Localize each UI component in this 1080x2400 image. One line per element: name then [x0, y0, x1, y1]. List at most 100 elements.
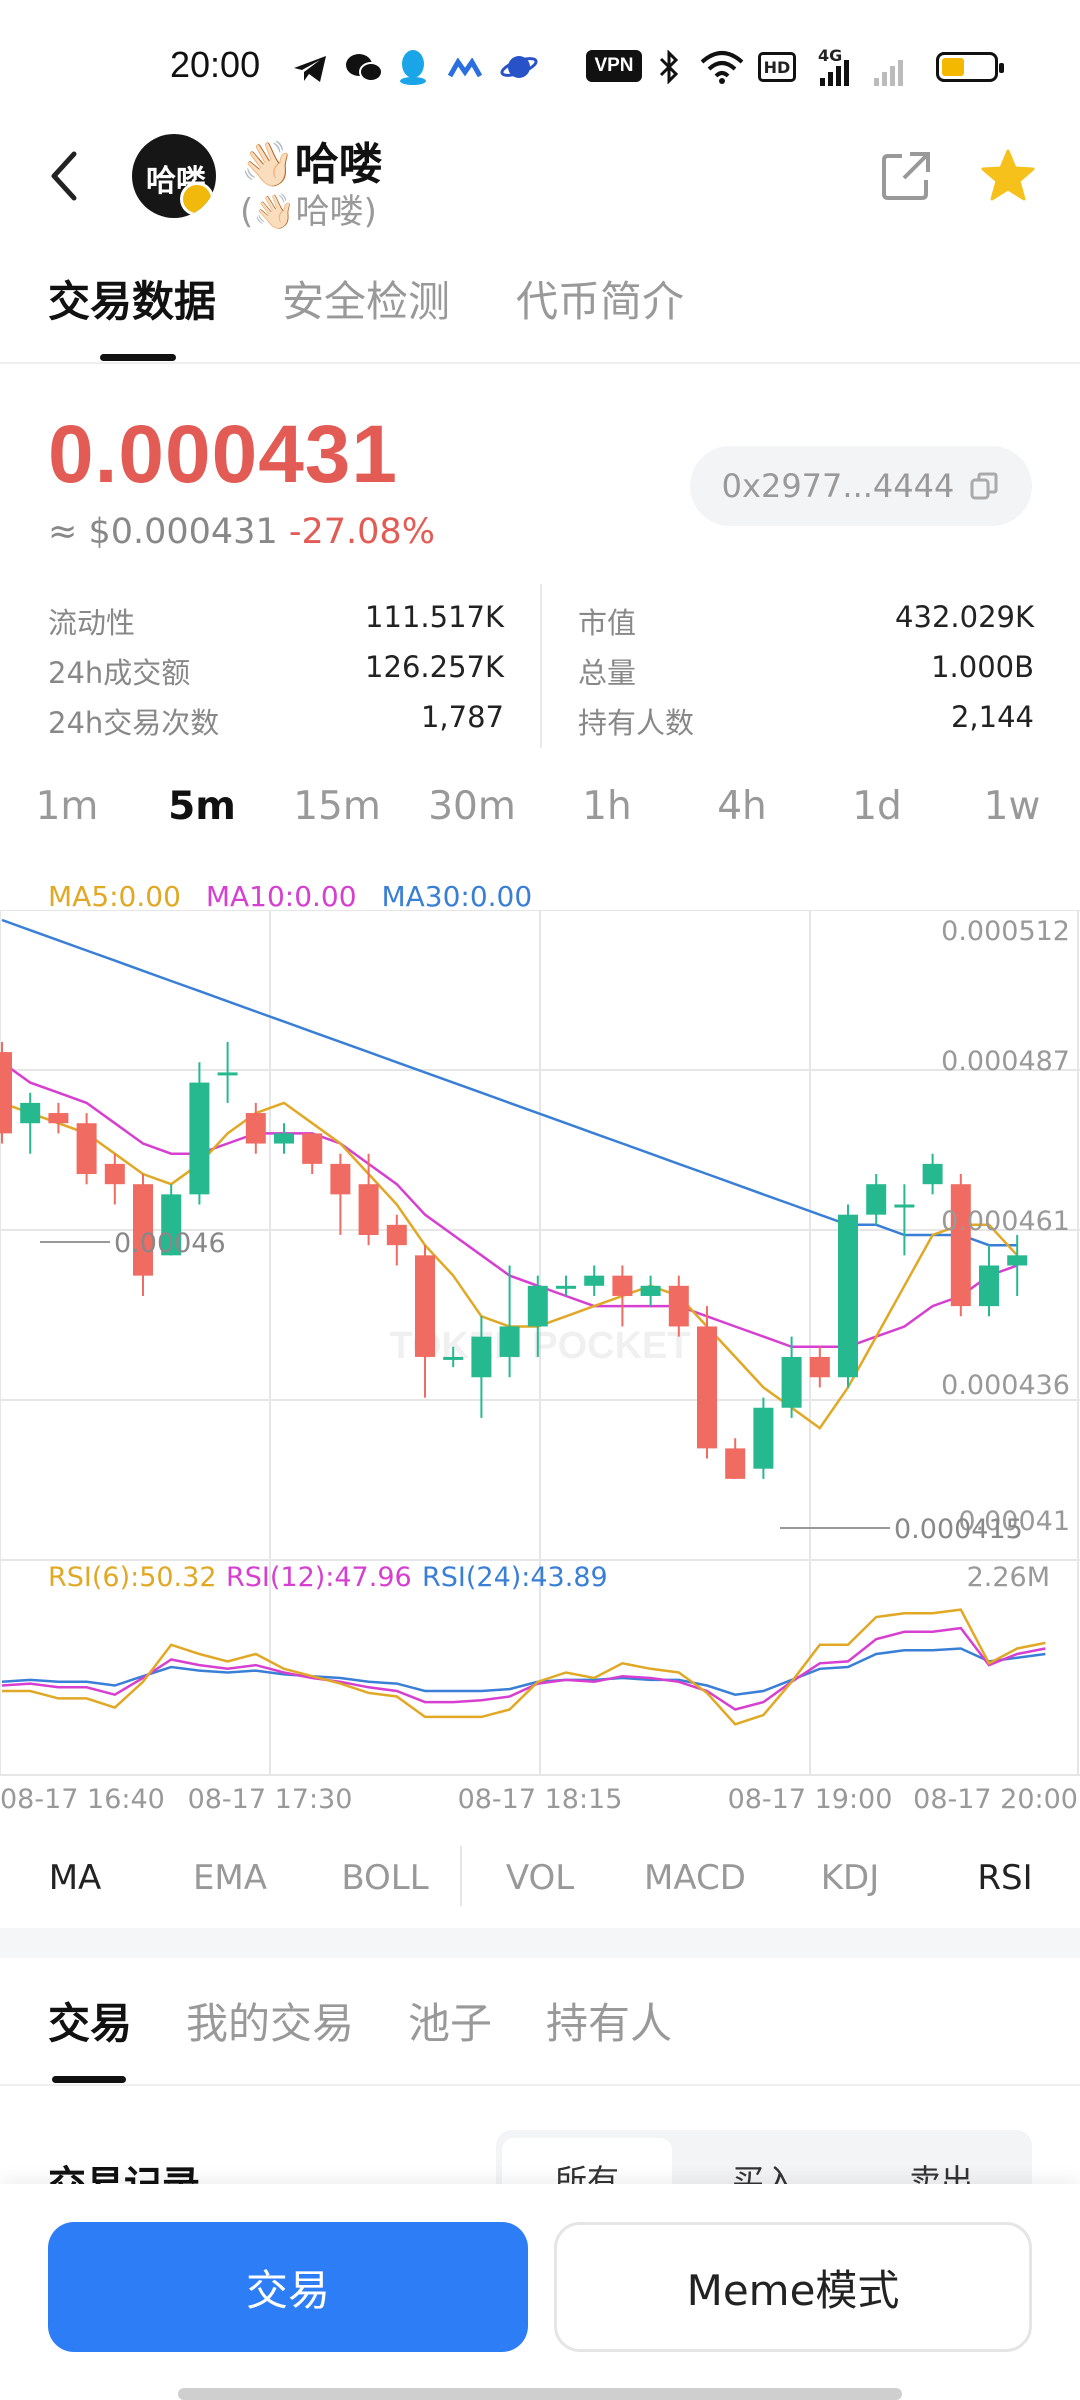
- y-tick-label: 0.000487: [941, 1046, 1070, 1077]
- indicator-boll[interactable]: BOLL: [341, 1858, 429, 1898]
- candle-body: [161, 1194, 182, 1256]
- candle-body: [950, 1184, 971, 1307]
- interval-30m[interactable]: 30m: [428, 784, 516, 829]
- indicator-vol[interactable]: VOL: [505, 1858, 575, 1898]
- x-tick-label: 08-17 17:30: [188, 1784, 353, 1810]
- price-usd-line: ≈ $0.000431 -27.08%: [48, 512, 435, 552]
- x-tick-label: 08-17 19:00: [728, 1784, 893, 1810]
- candle-body: [245, 1113, 266, 1144]
- token-title: 👋🏻哈喽: [240, 139, 383, 190]
- candle-body: [1007, 1255, 1028, 1266]
- rsi12-line: [1, 1626, 1046, 1711]
- rsi-max-label: 2.26M: [967, 1562, 1050, 1593]
- battery-icon: [936, 52, 1004, 82]
- candle-body: [781, 1356, 802, 1408]
- stat-label-market-cap: 市值: [578, 606, 637, 640]
- low-price-label: 0.000415: [894, 1514, 1023, 1545]
- candle-body: [894, 1204, 915, 1208]
- share-icon[interactable]: [880, 150, 932, 202]
- divider: [0, 2084, 1080, 2086]
- candle-body: [612, 1275, 633, 1296]
- back-arrow-icon[interactable]: [46, 148, 86, 204]
- right-price-label: 0.000436: [941, 1370, 1070, 1401]
- meme-mode-button[interactable]: Meme模式: [554, 2222, 1032, 2352]
- trade-button[interactable]: 交易: [48, 2222, 528, 2352]
- interval-1m[interactable]: 1m: [35, 784, 99, 829]
- indicator-ema[interactable]: EMA: [192, 1858, 268, 1898]
- price-chart[interactable]: TOKEN POCKET 0.000512 0.000487 0.000461 0.00…: [0, 910, 1080, 1810]
- candle-body: [189, 1082, 210, 1195]
- tab-trade-data[interactable]: 交易数据: [48, 277, 217, 326]
- candle-body: [584, 1275, 605, 1286]
- favorite-star-icon[interactable]: [980, 148, 1036, 204]
- stat-value-holders: 2,144: [950, 700, 1034, 734]
- indicator-macd[interactable]: MACD: [644, 1858, 746, 1898]
- rsi24-line: [1, 1647, 1046, 1696]
- stat-value-total-supply: 1.000B: [931, 650, 1034, 684]
- tab-my-trades[interactable]: 我的交易: [186, 1999, 355, 2048]
- indicator-ma[interactable]: MA: [48, 1858, 102, 1898]
- interval-15m[interactable]: 15m: [293, 784, 381, 829]
- candle-body: [697, 1326, 717, 1449]
- stat-value-liquidity: 111.517K: [365, 600, 504, 634]
- contract-address: 0x2977...4444: [721, 467, 955, 505]
- token-subtitle: (👋🏻哈喽): [240, 192, 377, 232]
- indicator-rsi[interactable]: RSI: [977, 1858, 1033, 1898]
- bottom-tab-underline: [52, 2076, 126, 2083]
- candle-body: [753, 1407, 774, 1469]
- hd-badge: HD: [758, 52, 796, 82]
- stat-value-24h-volume: 126.257K: [365, 650, 504, 684]
- candle-body: [725, 1448, 746, 1479]
- indicator-separator: [460, 1846, 462, 1906]
- contract-address-pill[interactable]: 0x2977...4444: [690, 446, 1032, 526]
- tab-holders[interactable]: 持有人: [546, 1999, 673, 2048]
- candle-body: [274, 1133, 294, 1144]
- rsi6-line: [2, 1608, 1046, 1726]
- interval-1w[interactable]: 1w: [983, 784, 1041, 829]
- tab-pools[interactable]: 池子: [408, 1999, 493, 2048]
- candle-body: [922, 1163, 943, 1185]
- interval-1d[interactable]: 1d: [852, 784, 902, 829]
- x-tick-label: 08-17 16:40: [0, 1784, 165, 1810]
- interval-5m[interactable]: 5m: [168, 784, 236, 829]
- telegram-icon: [294, 56, 326, 82]
- candle-body: [979, 1265, 999, 1307]
- copy-icon[interactable]: [968, 470, 1000, 502]
- ma30-line: [1, 918, 1018, 1247]
- vpn-badge: VPN: [586, 50, 642, 82]
- x-tick-label: 08-17 20:00: [913, 1784, 1078, 1810]
- y-tick-label: 0.000461: [941, 1206, 1070, 1237]
- price-change: -27.08%: [288, 512, 435, 552]
- bluetooth-icon: [659, 50, 679, 84]
- signal-icon: [820, 60, 903, 86]
- tab-trades[interactable]: 交易: [48, 1999, 133, 2048]
- candle-body: [809, 1356, 830, 1378]
- ma30-legend: MA30:0.00: [381, 880, 533, 913]
- tab-security-check[interactable]: 安全检测: [282, 277, 451, 326]
- candle-body: [302, 1133, 323, 1164]
- watermark-text: TOKEN POCKET: [389, 1325, 690, 1367]
- candle-body: [443, 1356, 464, 1360]
- stat-label-liquidity: 流动性: [48, 606, 136, 640]
- token-avatar: 哈喽: [132, 134, 216, 218]
- candle-body: [668, 1285, 689, 1327]
- interval-1h[interactable]: 1h: [582, 784, 632, 829]
- indicator-kdj[interactable]: KDJ: [820, 1858, 880, 1898]
- rsi6-legend: RSI(6):50.32: [48, 1562, 217, 1593]
- interval-4h[interactable]: 4h: [717, 784, 767, 829]
- candle-body: [104, 1163, 125, 1185]
- network-type: 4G: [818, 46, 843, 65]
- candle-body: [499, 1326, 520, 1357]
- candle-body: [133, 1184, 153, 1276]
- status-time: 20:00: [170, 44, 261, 85]
- candle-body: [330, 1163, 351, 1195]
- candle-body: [20, 1102, 41, 1124]
- price-usd: ≈ $0.000431: [48, 512, 278, 552]
- gesture-nav-bar[interactable]: [178, 2388, 902, 2400]
- candle-body: [640, 1285, 661, 1296]
- candle-body: [866, 1184, 887, 1215]
- candle-body: [217, 1072, 238, 1076]
- candle-body: [838, 1214, 858, 1378]
- tab-token-intro[interactable]: 代币简介: [516, 277, 685, 326]
